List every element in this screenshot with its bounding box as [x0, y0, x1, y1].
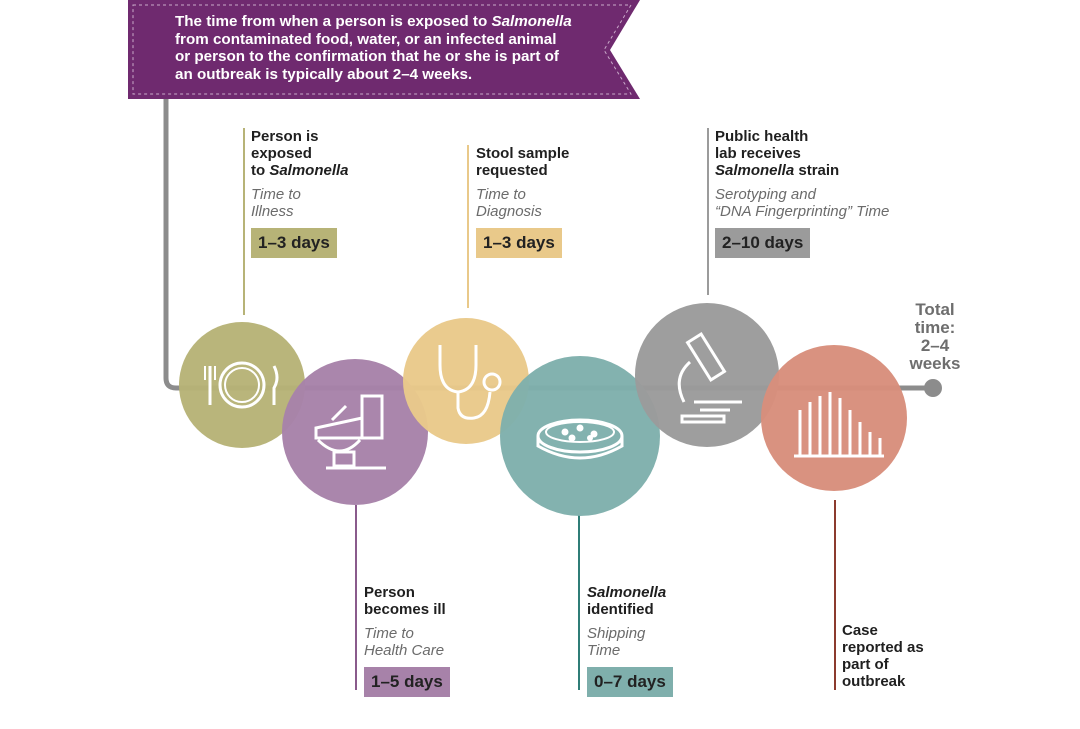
stage-identified-subtitle: Shipping Time	[587, 625, 646, 659]
banner-ribbon	[128, 0, 640, 99]
circle-identified	[500, 356, 660, 516]
stage-stool-duration: 1–3 days	[476, 228, 562, 258]
total-time-label: Total time: 2–4 weeks	[909, 300, 961, 373]
stage-exposed-subtitle: Time to Illness	[251, 186, 301, 220]
stage-exposed: Person is exposed to Salmonella Time to …	[251, 128, 349, 258]
stage-identified-title: Salmonella identified	[587, 584, 667, 618]
bar-graph-icon	[794, 392, 884, 458]
stethoscope-icon	[438, 345, 502, 420]
stage-exposed-duration: 1–3 days	[251, 228, 337, 258]
petri-dish-icon	[536, 418, 624, 460]
stage-reported-title: Case reported as part of outbreak	[842, 622, 924, 690]
timeline-end-dot	[924, 379, 942, 397]
stage-stool-subtitle: Time to Diagnosis	[476, 186, 542, 220]
stage-exposed-title: Person is exposed to Salmonella	[251, 128, 349, 179]
stage-identified: Salmonella identified Shipping Time 0–7 …	[587, 584, 673, 697]
stage-stool-title: Stool sample requested	[476, 145, 570, 179]
circle-ill	[282, 359, 428, 505]
timeline-line	[163, 99, 930, 391]
circle-exposed	[179, 322, 305, 448]
plate-fork-knife-icon	[204, 361, 279, 409]
toilet-icon	[314, 394, 386, 470]
stage-identified-duration: 0–7 days	[587, 667, 673, 697]
circle-reported	[761, 345, 907, 491]
stage-ill-duration: 1–5 days	[364, 667, 450, 697]
microscope-icon	[677, 332, 742, 424]
stage-lab-title: Public health lab receives Salmonella st…	[715, 128, 840, 179]
banner-text: The time from when a person is exposed t…	[175, 13, 572, 83]
stage-lab-duration: 2–10 days	[715, 228, 811, 258]
circle-stool	[403, 318, 529, 444]
stage-ill: Person becomes ill Time to Health Care 1…	[364, 584, 450, 697]
stage-ill-subtitle: Time to Health Care	[364, 625, 445, 659]
stage-lab-subtitle: Serotyping and “DNA Fingerprinting” Time	[715, 186, 890, 220]
stage-lab: Public health lab receives Salmonella st…	[715, 128, 889, 258]
stage-stool: Stool sample requested Time to Diagnosis…	[476, 145, 569, 258]
stage-reported: Case reported as part of outbreak	[842, 622, 924, 690]
stage-ill-title: Person becomes ill	[364, 584, 446, 618]
